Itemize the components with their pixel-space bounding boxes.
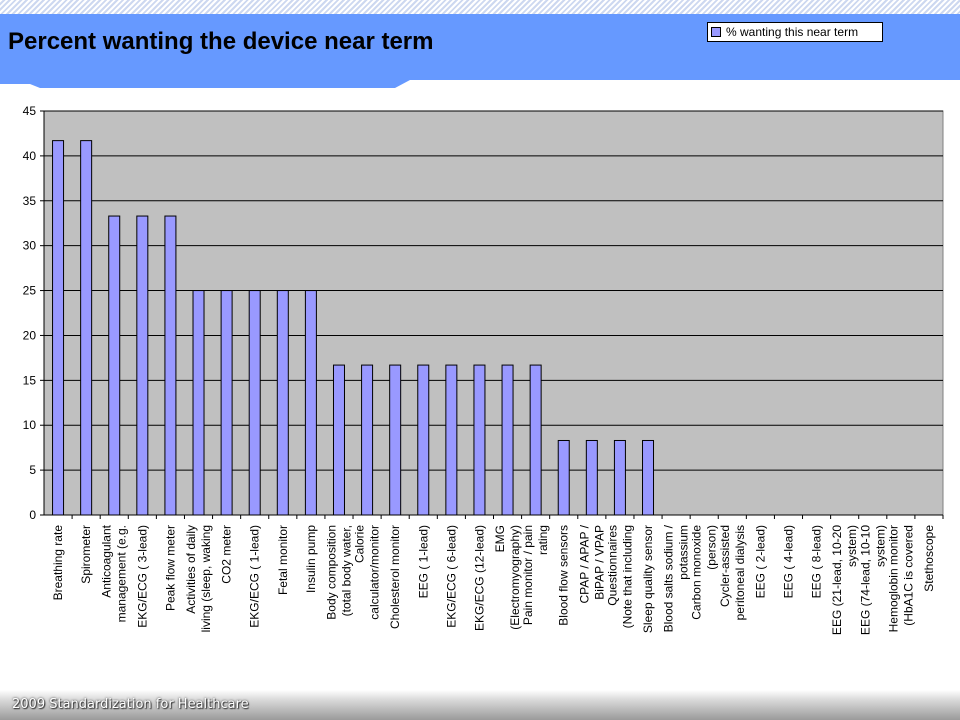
legend-label: % wanting this near term xyxy=(726,25,859,39)
bar xyxy=(136,215,149,516)
bar xyxy=(304,290,317,516)
footer-bar xyxy=(0,690,960,720)
bar-chart: 0 5 10 15 20 25 30 35 40 45 Breathing rate Spiromet… xyxy=(23,104,944,635)
bar xyxy=(389,364,402,516)
bar xyxy=(80,140,93,516)
x-category-label: Questionnaires xyxy=(605,525,619,606)
x-category-label: EEG ( 2-lead) xyxy=(753,525,767,598)
x-category-label: Cholesterol monitor xyxy=(388,525,402,629)
slide-title: Percent wanting the device near term xyxy=(8,28,434,55)
x-category-label: EKG/ECG ( 3-lead) xyxy=(135,525,149,628)
x-category-label: system) xyxy=(873,525,887,567)
x-category-label: Blood salts sodium / xyxy=(662,524,676,632)
x-category-label: Carbon monoxide xyxy=(690,525,704,620)
y-tick-label: 15 xyxy=(23,373,37,387)
x-category-label: Insulin pump xyxy=(304,525,318,593)
bar xyxy=(473,364,486,516)
bar xyxy=(52,140,65,516)
x-category-label: (person) xyxy=(705,525,719,570)
x-category-label: rating xyxy=(536,525,550,555)
y-tick-label: 20 xyxy=(23,328,37,342)
x-category-label: EKG/ECG ( 6-lead) xyxy=(444,525,458,628)
x-category-label: potassium xyxy=(677,525,691,580)
bar xyxy=(164,215,177,516)
bar xyxy=(332,364,345,516)
x-category-label: calculator/monitor xyxy=(368,525,382,620)
y-tick-label: 35 xyxy=(23,194,37,208)
x-category-label: peritoneal dialysis xyxy=(733,525,747,620)
bar xyxy=(108,215,121,516)
bar xyxy=(613,439,626,516)
x-category-label: Calorie xyxy=(353,525,367,563)
chart-legend: % wanting this near term xyxy=(707,22,883,42)
x-category-label: Breathing rate xyxy=(51,525,65,601)
x-category-label: BiPAP / VPAP xyxy=(592,525,606,600)
x-category-label: (Electromyography) xyxy=(508,525,522,630)
bar xyxy=(585,439,598,516)
bar xyxy=(276,290,289,516)
x-category-label: Peak flow meter xyxy=(163,525,177,611)
bar xyxy=(445,364,458,516)
x-category-label: EEG ( 4-lead) xyxy=(781,525,795,598)
x-category-label: EEG ( 1-lead) xyxy=(416,525,430,598)
x-category-label: Hemoglobin monitor xyxy=(886,525,900,632)
x-category-label: CPAP / APAP / xyxy=(577,524,591,603)
x-category-label: CO2 meter xyxy=(220,525,234,584)
banner-lower-shape xyxy=(0,74,960,88)
x-category-label: EKG/ECG (12-lead) xyxy=(472,525,486,631)
y-tick-label: 5 xyxy=(29,463,36,477)
x-category-label: Sleep quality sensor xyxy=(641,525,655,633)
y-tick-label: 10 xyxy=(23,418,37,432)
y-tick-label: 25 xyxy=(23,284,37,298)
bar xyxy=(529,364,542,516)
x-category-label: EEG ( 8-lead) xyxy=(810,525,824,598)
plot-area xyxy=(43,110,944,516)
x-category-label: EEG (21-lead, 10-20 xyxy=(830,525,844,635)
x-category-label: (Note that including xyxy=(620,525,634,628)
x-category-label: system) xyxy=(845,525,859,567)
bar xyxy=(501,364,514,516)
bar xyxy=(642,439,655,516)
bar xyxy=(220,290,233,516)
bar xyxy=(248,290,261,516)
y-tick-label: 30 xyxy=(23,239,37,253)
x-category-label: (total body water, xyxy=(339,525,353,616)
x-category-label: Fetal monitor xyxy=(276,525,290,595)
y-tick-label: 45 xyxy=(23,104,37,118)
x-category-label: Body composition xyxy=(324,525,338,620)
footer-text: 2009 Standardization for Healthcare xyxy=(12,697,249,712)
x-category-label: Pain monitor / pain xyxy=(521,525,535,625)
x-category-label: Blood flow sensors xyxy=(557,525,571,626)
y-tick-label: 40 xyxy=(23,149,37,163)
x-category-label: EMG xyxy=(493,525,507,552)
bar xyxy=(417,364,430,516)
x-category-label: Spirometer xyxy=(79,525,93,584)
bar xyxy=(557,439,570,516)
x-category-label: Anticoagulant xyxy=(100,524,114,597)
legend-swatch xyxy=(711,27,721,37)
x-category-label: living (sleep, waking xyxy=(199,525,213,632)
x-category-label: (HbA1C is covered xyxy=(901,525,915,626)
x-category-label: Stethoscope xyxy=(922,525,936,592)
bar xyxy=(361,364,374,516)
x-category-label: Activities of daily xyxy=(184,525,198,614)
x-category-label: EKG/ECG ( 1-lead) xyxy=(248,525,262,628)
header-hatch-strip xyxy=(0,0,960,14)
x-category-label: management (e.g. xyxy=(115,525,129,622)
x-category-label: EEG (74-lead, 10-10 xyxy=(858,525,872,635)
bar xyxy=(192,290,205,516)
y-tick-label: 0 xyxy=(29,508,36,522)
x-category-label: Cycler-assisted xyxy=(718,525,732,607)
